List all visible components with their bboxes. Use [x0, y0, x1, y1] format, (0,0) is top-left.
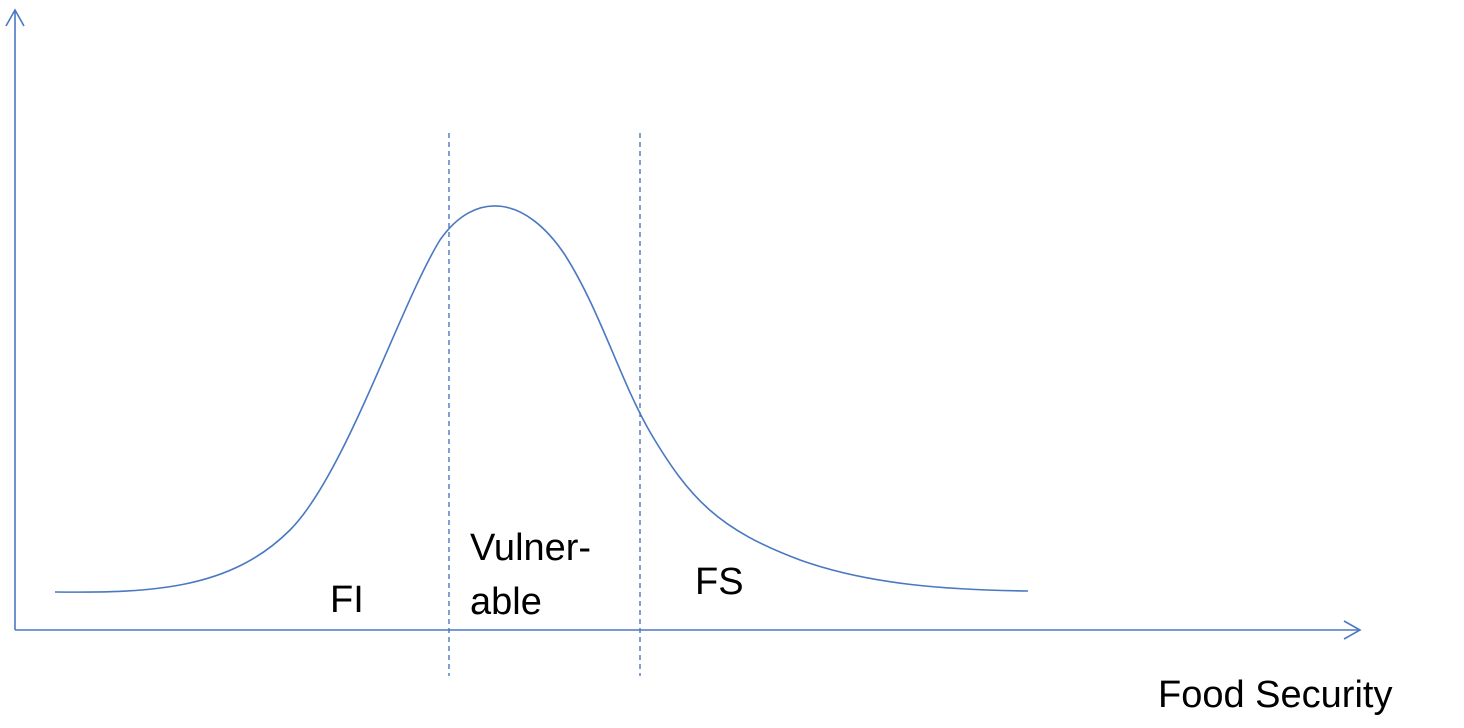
distribution-curve	[54, 205, 1029, 593]
y-axis-arrow	[5, 8, 25, 27]
region-label: FS	[695, 561, 744, 603]
region-label: FI	[330, 579, 364, 621]
x-axis-arrow	[1343, 620, 1362, 640]
region-label: Vulner-	[470, 527, 591, 569]
region-label: able	[470, 581, 542, 623]
x-axis-label: Food Security	[1158, 674, 1392, 716]
